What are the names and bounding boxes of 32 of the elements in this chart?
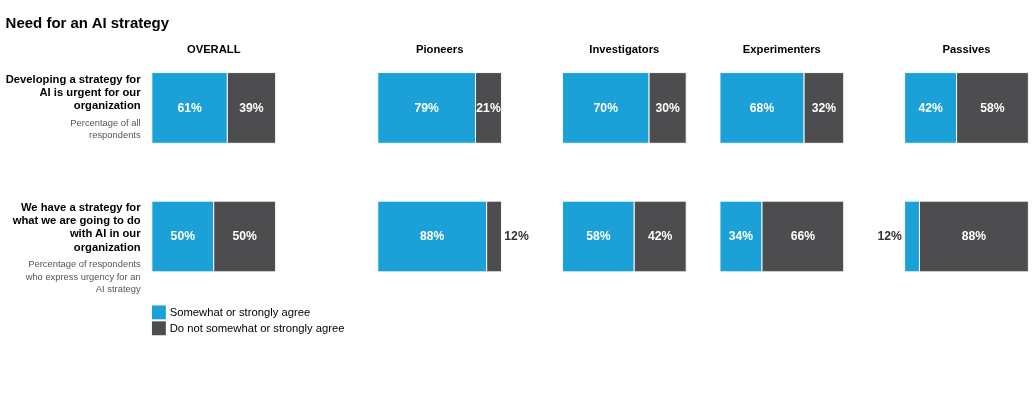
legend-label: Somewhat or strongly agree <box>169 306 311 319</box>
data-label: 88% <box>961 229 987 244</box>
data-label: 50% <box>232 229 258 244</box>
legend-label: Do not somewhat or strongly agree <box>169 322 345 335</box>
data-label: 79% <box>414 100 440 115</box>
y-tick-label: Developing a strategy for AI is urgent for our organization <box>5 72 142 111</box>
text: Passives <box>942 43 991 56</box>
data-label: 12% <box>504 229 529 244</box>
data-label: 39% <box>239 100 264 115</box>
text: Percentage of all respondents <box>70 117 141 140</box>
text: Investigators <box>589 43 660 56</box>
data-label: 42% <box>918 100 943 115</box>
data-label: 61% <box>177 100 202 115</box>
data-label: 58% <box>980 100 1005 115</box>
text: Percentage of respondents who express urgency for an AI strategy <box>24 259 141 294</box>
data-label: 21% <box>476 100 501 115</box>
text: Experimenters <box>742 43 821 56</box>
data-label: 34% <box>728 229 754 244</box>
data-label: 70% <box>593 100 619 115</box>
data-label: 32% <box>811 100 837 115</box>
data-label: 68% <box>749 100 775 115</box>
text: OVERALL <box>186 43 241 56</box>
text: Pioneers <box>415 43 464 56</box>
y-tick-label: We have a strategy for what we are going to do with AI in our organization <box>11 201 142 253</box>
data-label: 30% <box>655 100 680 115</box>
data-label: 58% <box>586 229 611 244</box>
data-label: 66% <box>790 229 816 244</box>
annotation: Need for an AI strategy <box>5 13 170 31</box>
data-label: 50% <box>170 229 196 244</box>
data-label: 88% <box>420 229 445 244</box>
data-label: 42% <box>648 229 673 244</box>
data-label: 12% <box>877 229 902 244</box>
